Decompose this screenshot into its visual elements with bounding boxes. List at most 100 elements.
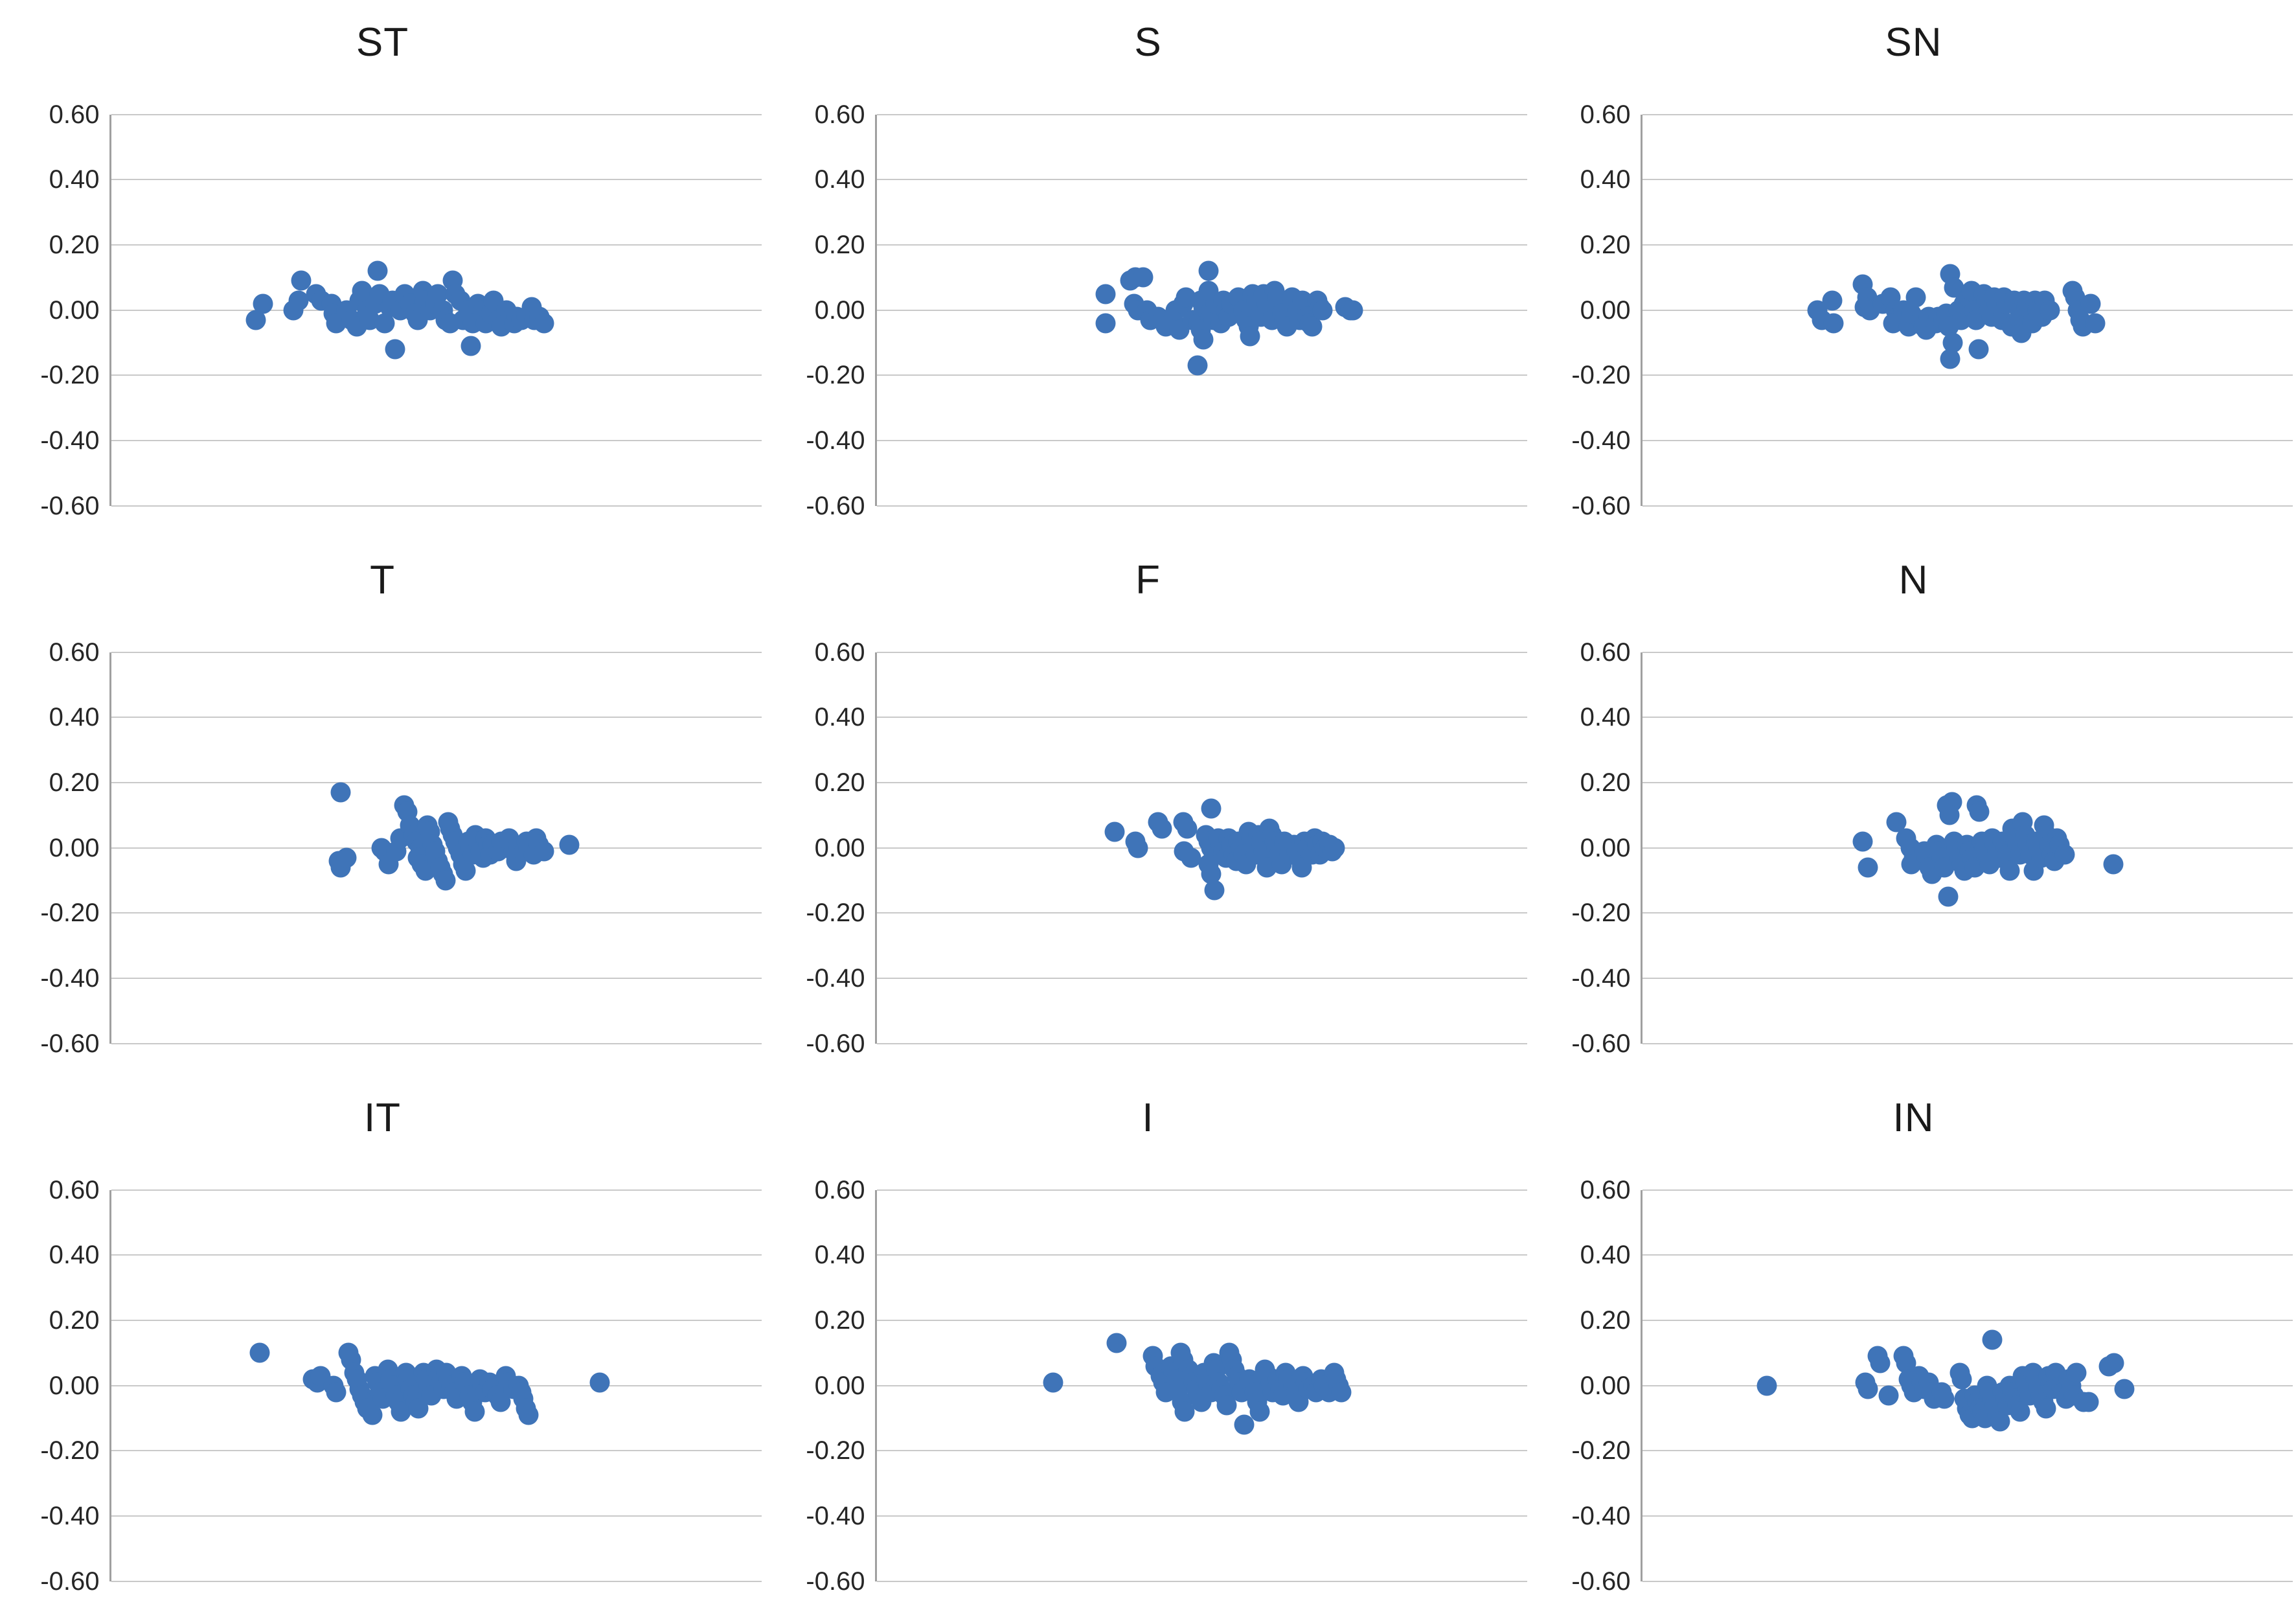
scatter-point (2036, 1398, 2056, 1419)
chart-title: I (1142, 1096, 1154, 1140)
y-tick-label: 0.40 (814, 165, 865, 194)
y-tick-label: -0.60 (806, 491, 865, 520)
y-axis-labels: 0.60 0.40 0.20 0.00 -0.20 -0.40 -0.60 (0, 102, 100, 519)
gridline (1642, 717, 2293, 718)
y-tick-label: 0.20 (1580, 1306, 1631, 1335)
y-tick-label: -0.60 (1571, 1567, 1631, 1596)
scatter-point (2054, 844, 2075, 865)
plot-area (1640, 1189, 2293, 1582)
gridline (876, 440, 1528, 442)
y-axis-labels: 0.60 0.40 0.20 0.00 -0.20 -0.40 -0.60 (1531, 1177, 1631, 1594)
scatter-point (253, 293, 273, 314)
y-tick-label: -0.40 (40, 964, 100, 993)
y-tick-label: -0.40 (40, 426, 100, 455)
y-axis-labels: 0.60 0.40 0.20 0.00 -0.20 -0.40 -0.60 (0, 1177, 99, 1594)
scatter-point (1858, 1379, 1878, 1399)
plot-area (874, 1189, 1528, 1582)
gridline (876, 1042, 1528, 1044)
gridline (111, 1580, 762, 1582)
gridline (111, 244, 762, 246)
scatter-point (1343, 300, 1363, 321)
chart-title: T (370, 558, 395, 603)
gridline (1642, 1254, 2293, 1256)
gridline (876, 113, 1528, 115)
scatter-point (1240, 326, 1260, 347)
scatter-point (534, 841, 554, 862)
scatter-point (1852, 831, 1873, 852)
gridline (111, 1320, 762, 1322)
y-axis-labels: 0.60 0.40 0.20 0.00 -0.20 -0.40 -0.60 (1531, 102, 1631, 519)
scatter-point (2078, 1392, 2099, 1412)
scatter-point (1043, 1372, 1063, 1393)
y-tick-label: 0.00 (49, 295, 100, 325)
scatter-point (385, 339, 405, 360)
gridline (111, 505, 762, 507)
gridline (876, 505, 1528, 507)
y-tick-label: 0.20 (814, 1306, 865, 1335)
y-tick-label: -0.60 (40, 1567, 100, 1596)
y-tick-label: -0.60 (40, 491, 100, 520)
gridline (1642, 374, 2293, 376)
chart-title: SN (1885, 20, 1942, 65)
scatter-point (1095, 313, 1116, 334)
y-axis-labels: 0.60 0.40 0.20 0.00 -0.20 -0.40 -0.60 (766, 639, 865, 1057)
chart-title: IN (1892, 1096, 1935, 1140)
y-tick-label: -0.20 (806, 1436, 865, 1465)
y-tick-label: -0.40 (806, 964, 865, 993)
y-tick-label: -0.40 (1571, 426, 1631, 455)
scatter-point (1822, 290, 1843, 311)
scatter-point (1104, 821, 1125, 842)
y-tick-label: -0.60 (806, 1567, 865, 1596)
scatter-point (1951, 1369, 1972, 1390)
y-tick-label: 0.00 (1580, 295, 1631, 325)
y-tick-label: -0.20 (40, 361, 100, 390)
scatter-point (1187, 355, 1208, 376)
scatter-point (1302, 316, 1323, 337)
chart-title: N (1898, 558, 1929, 603)
scatter-point (2104, 1353, 2124, 1373)
scatter-point (2066, 1362, 2087, 1383)
gridline (876, 1189, 1528, 1191)
y-tick-label: 0.40 (49, 165, 100, 194)
scatter-chart: F 0.60 0.40 0.20 0.00 -0.20 -0.40 -0.60 (766, 538, 1530, 1070)
scatter-point (1249, 1401, 1270, 1422)
scatter-point (1999, 860, 2020, 881)
scatter-point (534, 313, 554, 334)
scatter-point (336, 847, 357, 868)
y-tick-label: 0.20 (49, 768, 100, 798)
scatter-chart: I 0.60 0.40 0.20 0.00 -0.20 -0.40 -0.60 (766, 1075, 1530, 1608)
scatter-point (1152, 818, 1172, 839)
gridline (111, 782, 762, 784)
scatter-point (362, 1405, 383, 1425)
gridline (876, 374, 1528, 376)
scatter-point (1870, 1353, 1891, 1373)
plot-area (109, 1189, 762, 1582)
gridline (111, 978, 762, 980)
scatter-point (1982, 1329, 2003, 1350)
y-tick-label: 0.00 (814, 295, 865, 325)
y-tick-label: 0.00 (814, 1371, 865, 1400)
scatter-chart: SN 0.60 0.40 0.20 0.00 -0.20 -0.40 -0.60 (1531, 0, 2296, 533)
scatter-point (1968, 339, 1989, 360)
y-tick-label: -0.40 (1571, 964, 1631, 993)
scatter-chart: ST 0.60 0.40 0.20 0.00 -0.20 -0.40 -0.60 (0, 0, 765, 533)
y-tick-label: -0.20 (1571, 361, 1631, 390)
gridline (111, 374, 762, 376)
scatter-chart: N 0.60 0.40 0.20 0.00 -0.20 -0.40 -0.60 (1531, 538, 2296, 1070)
y-tick-label: 0.40 (1580, 1241, 1631, 1270)
gridline (1642, 179, 2293, 181)
gridline (876, 1450, 1528, 1452)
gridline (111, 912, 762, 914)
chart-title: S (1134, 20, 1162, 65)
gridline (111, 651, 762, 653)
y-tick-label: -0.20 (1571, 1436, 1631, 1465)
gridline (876, 912, 1528, 914)
gridline (876, 782, 1528, 784)
gridline (111, 1189, 762, 1191)
y-tick-label: -0.20 (806, 361, 865, 390)
y-tick-label: -0.60 (806, 1029, 865, 1058)
y-tick-label: -0.40 (1571, 1502, 1631, 1531)
scatter-point (1905, 287, 1926, 308)
gridline (1642, 978, 2293, 980)
